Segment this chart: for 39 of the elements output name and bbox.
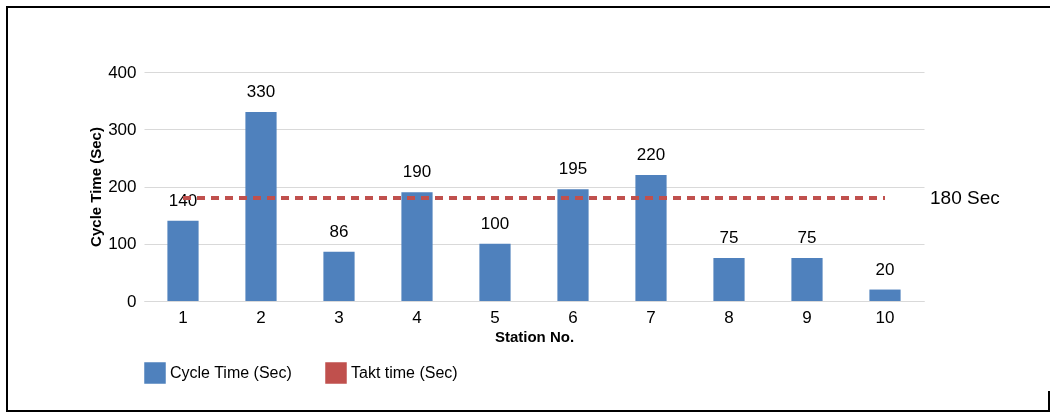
data-label: 100 [480, 213, 510, 233]
bar [791, 258, 823, 301]
data-label: 330 [246, 82, 276, 102]
x-tick-label: 6 [568, 307, 578, 327]
y-axis-title: Cycle Time (Sec) [87, 127, 105, 247]
data-label: 20 [875, 259, 895, 279]
annotation: 180 Sec [930, 186, 1000, 208]
x-tick-label: 9 [802, 307, 812, 327]
y-tick-label: 100 [108, 234, 137, 254]
data-label: 190 [402, 162, 432, 182]
data-label: 75 [797, 228, 817, 248]
data-label: 220 [636, 145, 666, 165]
bar [869, 289, 901, 301]
x-axis-title: Station No. [494, 327, 575, 345]
y-tick-label: 200 [108, 177, 137, 196]
x-tick-label: 8 [724, 307, 734, 327]
data-label: 195 [558, 159, 588, 179]
legend-label: Takt time (Sec) [351, 364, 458, 381]
bar [713, 258, 745, 301]
bar [635, 175, 667, 301]
x-tick-label: 3 [334, 307, 344, 327]
y-tick-label: 0 [127, 291, 137, 311]
x-tick-label: 4 [412, 307, 422, 327]
y-tick-label: 400 [108, 62, 137, 82]
x-tick-label: 5 [490, 307, 500, 327]
bar [479, 243, 511, 301]
bar [245, 112, 277, 301]
bar [557, 189, 589, 301]
x-tick-label: 1 [178, 307, 188, 327]
data-label: 86 [329, 221, 349, 241]
y-tick-label: 300 [108, 119, 137, 139]
legend-label: Cycle Time (Sec) [170, 364, 292, 381]
x-tick-label: 2 [256, 307, 266, 327]
x-tick-label: 7 [646, 307, 656, 327]
x-tick-label: 10 [875, 307, 895, 327]
bar [323, 251, 355, 301]
data-label: 75 [719, 228, 739, 248]
bar [167, 220, 199, 301]
bar [401, 192, 433, 301]
